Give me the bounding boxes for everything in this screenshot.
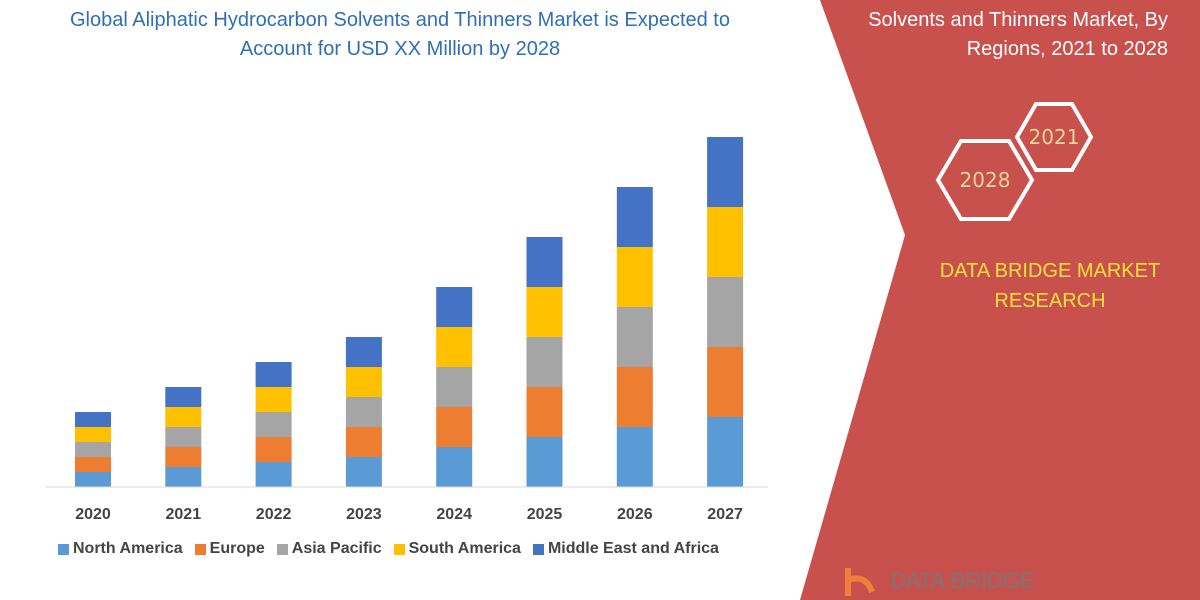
bar-2021-south-america: [165, 407, 202, 427]
bar-2026-asia-pacific: [616, 307, 653, 367]
bar-2022-south-america: [255, 387, 292, 412]
panel-title: Solvents and Thinners Market, By Regions…: [868, 9, 1168, 60]
hex-label-2028: 2028: [960, 168, 1011, 192]
bar-2021-middle-east-and-africa: [165, 387, 202, 407]
legend-item: Asia Pacific: [276, 540, 382, 558]
logo-text: DATA BRIDGE: [890, 568, 1035, 593]
bar-2022-north-america: [255, 462, 292, 487]
bar-2020-north-america: [75, 472, 111, 487]
legend-label: Middle East and Africa: [547, 540, 719, 557]
hexagon-2028: [935, 139, 1035, 221]
bar-2025-south-america: [526, 287, 563, 337]
legend-label: South America: [408, 540, 521, 557]
bar-2020-middle-east-and-africa: [75, 412, 111, 427]
x-tick-label: 2025: [527, 506, 563, 523]
brand-text: DATA BRIDGE MARKET RESEARCH: [939, 260, 1161, 312]
x-tick-label: 2022: [256, 506, 292, 523]
bar-2027-middle-east-and-africa: [707, 137, 744, 207]
legend-label: North America: [73, 540, 183, 557]
bar-2024-europe: [436, 407, 473, 447]
x-tick-label: 2026: [617, 506, 653, 523]
bar-2024-asia-pacific: [436, 367, 473, 407]
legend-swatch: [532, 543, 544, 555]
bar-2023-europe: [345, 427, 382, 457]
bar-2023-north-america: [345, 457, 382, 487]
x-tick-label: 2023: [346, 506, 382, 523]
x-tick-label: 2020: [75, 506, 111, 523]
legend-swatch: [393, 543, 405, 555]
hex-label-2021: 2021: [1029, 125, 1080, 149]
x-tick-label: 2021: [166, 506, 202, 523]
bar-2027-asia-pacific: [707, 277, 744, 347]
legend: North America Europe Asia Pacific South Ame…: [58, 540, 719, 558]
legend-item: Europe: [194, 540, 265, 558]
red-panel: [800, 0, 1200, 600]
legend-label: Europe: [209, 540, 265, 557]
logo-icon: [845, 568, 875, 596]
bar-2025-asia-pacific: [526, 337, 563, 387]
bar-2027-europe: [707, 347, 744, 417]
legend-swatch: [58, 543, 69, 555]
bar-2023-asia-pacific: [345, 397, 382, 427]
bar-2024-middle-east-and-africa: [436, 287, 473, 327]
bar-2020-asia-pacific: [75, 442, 111, 457]
bar-2025-europe: [526, 387, 563, 437]
bar-2022-middle-east-and-africa: [255, 362, 292, 387]
legend-item: Middle East and Africa: [532, 540, 719, 558]
bar-2022-europe: [255, 437, 292, 462]
bar-2027-north-america: [707, 417, 744, 487]
bar-2023-south-america: [345, 367, 382, 397]
bar-2020-europe: [75, 457, 111, 472]
bar-2021-europe: [165, 447, 202, 467]
x-tick-label: 2024: [436, 506, 472, 523]
bar-2027-south-america: [707, 207, 744, 277]
bar-2025-middle-east-and-africa: [526, 237, 563, 287]
hexagon-2021: [1014, 102, 1094, 172]
bar-2021-asia-pacific: [165, 427, 202, 447]
legend-item: South America: [393, 540, 521, 558]
bar-2020-south-america: [75, 427, 111, 442]
chart-title: Global Aliphatic Hydrocarbon Solvents an…: [70, 9, 730, 60]
bar-2023-middle-east-and-africa: [345, 337, 382, 367]
bar-2025-north-america: [526, 437, 563, 487]
bar-2024-north-america: [436, 447, 473, 487]
bar-2026-middle-east-and-africa: [616, 187, 653, 247]
chart-area: 2020 2021 2022 2023 2024 2025 2026 2027: [75, 137, 744, 523]
legend-item: North America: [58, 540, 183, 558]
bar-2026-europe: [616, 367, 653, 427]
legend-swatch: [276, 543, 288, 555]
legend-label: Asia Pacific: [291, 540, 382, 557]
bar-2021-north-america: [165, 467, 202, 487]
x-tick-label: 2027: [707, 506, 743, 523]
bar-2026-south-america: [616, 247, 653, 307]
bar-2022-asia-pacific: [255, 412, 292, 437]
legend-swatch: [194, 543, 206, 555]
bar-2026-north-america: [616, 427, 653, 487]
bar-2024-south-america: [436, 327, 473, 367]
